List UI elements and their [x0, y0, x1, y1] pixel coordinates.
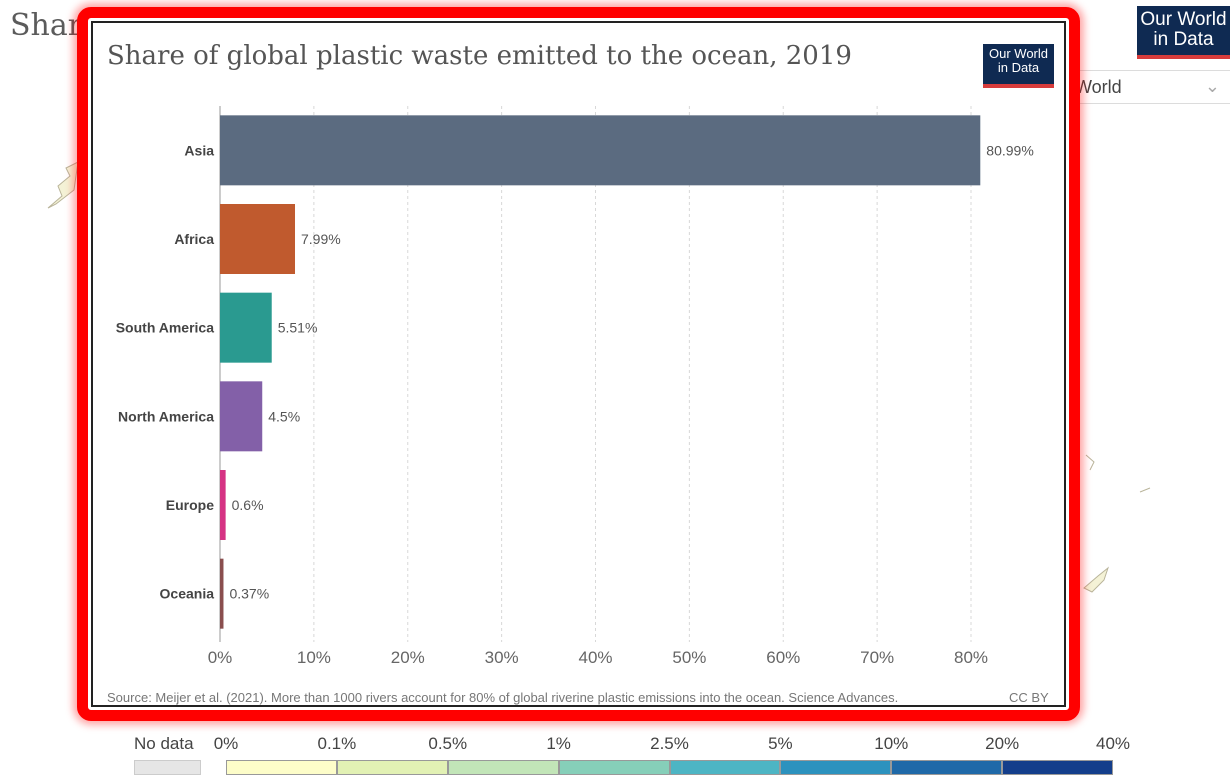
- category-label: South America: [116, 320, 214, 336]
- legend-tick-label: 0%: [213, 734, 239, 753]
- legend-bin[interactable]: [1002, 760, 1113, 775]
- bar-chart: 0% 10% 20% 30% 40% 50% 60% 70% 80% Asia 80.99% Afri…: [116, 106, 1034, 667]
- legend-tick-label: 10%: [874, 734, 909, 753]
- legend-bin[interactable]: [226, 760, 337, 775]
- data-label: 0.6%: [232, 497, 264, 513]
- data-label: 5.51%: [278, 320, 318, 336]
- logo-line-2: in Data: [1153, 29, 1214, 50]
- data-label: 80.99%: [986, 142, 1033, 158]
- category-label: Africa: [174, 231, 214, 247]
- no-data-label: No data: [134, 734, 194, 753]
- chart-panel: Share of global plastic waste emitted to…: [91, 21, 1066, 707]
- no-data-swatch: [134, 760, 201, 775]
- legend-bin[interactable]: [336, 760, 448, 775]
- legend-bin[interactable]: [447, 760, 559, 775]
- bar: [220, 115, 981, 186]
- legend-bin[interactable]: [780, 760, 892, 775]
- x-tick-label: 50%: [672, 648, 706, 667]
- bar: [220, 204, 296, 274]
- bar: [220, 292, 272, 363]
- category-label: Asia: [184, 142, 214, 158]
- data-label: 4.5%: [268, 408, 300, 424]
- legend-tick-label: 40%: [1095, 734, 1131, 753]
- owid-logo[interactable]: Our World in Data: [1137, 6, 1230, 59]
- bar: [220, 470, 226, 540]
- bar: [220, 381, 263, 452]
- data-label: 0.37%: [229, 586, 269, 602]
- legend-tick-label: 1%: [546, 734, 571, 753]
- bar: [220, 558, 224, 629]
- legend-tick-label: 0.1%: [317, 734, 357, 753]
- source-note: Source: Meijer et al. (2021). More than …: [107, 690, 899, 705]
- region-select-value: World: [1075, 77, 1122, 97]
- x-tick-label: 80%: [954, 648, 988, 667]
- x-tick-label: 10%: [297, 648, 331, 667]
- logo-small-line-2: in Data: [997, 60, 1040, 75]
- chevron-down-icon: ⌄: [1204, 76, 1220, 96]
- legend-tick-label: 5%: [768, 734, 793, 753]
- x-tick-label: 30%: [485, 648, 519, 667]
- region-select[interactable]: World ⌄: [1072, 70, 1230, 104]
- legend-tick-label: 2.5%: [650, 734, 689, 753]
- x-tick-label: 20%: [391, 648, 425, 667]
- logo-small-line-1: Our World: [989, 46, 1048, 61]
- legend-bin[interactable]: [558, 760, 670, 775]
- data-label: 7.99%: [301, 231, 341, 247]
- background-page-title: Shar: [10, 8, 80, 43]
- legend-bin[interactable]: [669, 760, 781, 775]
- owid-logo-small[interactable]: Our World in Data: [983, 44, 1054, 88]
- chart-title: Share of global plastic waste emitted to…: [107, 41, 852, 71]
- logo-line-1: Our World: [1140, 9, 1227, 30]
- license-label[interactable]: CC BY: [1009, 690, 1049, 705]
- legend-tick-label: 0.5%: [428, 734, 468, 753]
- legend-tick-label: 20%: [985, 734, 1020, 753]
- x-tick-label: 60%: [766, 648, 800, 667]
- x-tick-label: 40%: [578, 648, 612, 667]
- x-tick-label: 70%: [860, 648, 894, 667]
- category-label: North America: [118, 408, 214, 424]
- category-label: Oceania: [160, 586, 215, 602]
- map-legend: No data 0% 0.1% 0.5% 1% 2.5% 5% 10% 20% 40%: [0, 728, 1230, 779]
- x-tick-label: 0%: [208, 648, 233, 667]
- category-label: Europe: [166, 497, 214, 513]
- chart-modal: Share of global plastic waste emitted to…: [77, 7, 1080, 721]
- legend-bin[interactable]: [891, 760, 1003, 775]
